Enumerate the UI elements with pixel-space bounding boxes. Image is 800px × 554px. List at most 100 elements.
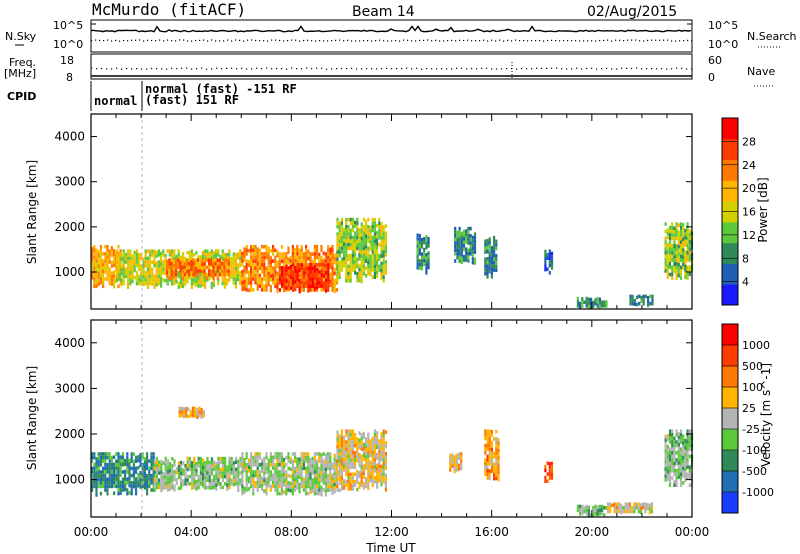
velocity-echo-cell: [254, 470, 257, 474]
power-echo-cell: [686, 222, 689, 226]
velocity-echo-cell: [106, 452, 109, 456]
velocity-echo-cell: [183, 414, 186, 419]
velocity-echo-cell: [177, 468, 180, 473]
power-echo-cell: [486, 271, 489, 275]
power-echo-cell: [104, 262, 107, 267]
power-echo-cell: [252, 255, 255, 260]
power-echo-cell: [309, 252, 312, 256]
velocity-echo-cell: [148, 480, 151, 485]
velocity-echo-cell: [378, 471, 381, 476]
power-echo-cell: [194, 263, 197, 267]
velocity-echo-cell: [365, 477, 368, 481]
power-echo-cell: [122, 278, 125, 282]
velocity-echo-cell: [596, 508, 599, 513]
velocity-echo-cell: [210, 486, 213, 490]
velocity-echo-cell: [117, 473, 120, 478]
velocity-echo-cell: [230, 460, 233, 464]
velocity-echo-cell: [124, 458, 127, 463]
velocity-echo-cell: [146, 488, 149, 492]
nave-trace-dot: [221, 68, 223, 70]
power-echo-cell: [232, 255, 235, 260]
power-echo-cell: [664, 258, 667, 262]
power-echo-cell: [276, 289, 279, 294]
power-echo-cell: [358, 231, 361, 236]
power-echo-cell: [133, 254, 136, 258]
power-echo-cell: [425, 253, 428, 257]
velocity-echo-cell: [329, 488, 332, 492]
velocity-echo-cell: [126, 470, 129, 474]
power-echo-cell: [217, 249, 220, 253]
velocity-echo-cell: [97, 477, 100, 481]
power-echo-cell: [119, 274, 122, 278]
power-echo-cell: [682, 259, 685, 263]
velocity-echo-cell: [686, 433, 689, 437]
velocity-echo-cell: [97, 452, 100, 456]
velocity-echo-cell: [486, 436, 489, 441]
nave-trace-dot: [346, 68, 348, 70]
velocity-echo-cell: [380, 432, 383, 436]
velocity-echo-cell: [345, 472, 348, 477]
nave-trace-dot: [361, 68, 363, 70]
velocity-echo-cell: [221, 464, 224, 468]
velocity-echo-cell: [307, 491, 310, 496]
velocity-echo-cell: [298, 489, 301, 494]
velocity-echo-cell: [204, 464, 207, 469]
power-echo-cell: [679, 272, 683, 277]
velocity-echo-cell: [254, 481, 257, 485]
power-echo-cell: [254, 277, 257, 281]
velocity-echo-cell: [376, 477, 379, 482]
power-colorbar-tick-label: 16: [742, 206, 756, 219]
power-echo-cell: [294, 276, 297, 281]
power-echo-cell: [135, 249, 138, 253]
velocity-echo-cell: [164, 467, 167, 472]
power-echo-cell: [320, 244, 323, 249]
nsearch-trace-dot: [591, 40, 593, 42]
velocity-echo-cell: [335, 481, 338, 485]
power-echo-cell: [93, 262, 96, 267]
power-echo-cell: [362, 228, 365, 233]
power-echo-cell: [360, 243, 363, 248]
velocity-echo-cell: [639, 506, 643, 511]
nave-trace-dot: [181, 67, 183, 69]
power-echo-cell: [216, 258, 219, 262]
velocity-echo-cell: [194, 410, 197, 414]
velocity-echo-cell: [677, 475, 680, 479]
velocity-echo-cell: [160, 463, 163, 467]
velocity-colorbar-segment: [722, 471, 738, 493]
velocity-echo-cell: [347, 433, 350, 437]
nave-trace-dot: [331, 68, 333, 70]
power-echo-cell: [358, 235, 361, 239]
power-echo-cell: [190, 249, 193, 253]
velocity-echo-cell: [285, 473, 288, 478]
nave-trace-dot: [666, 68, 668, 70]
freq-label-line1: Freq.: [9, 56, 36, 69]
power-echo-cell: [335, 280, 338, 285]
velocity-echo-cell: [117, 459, 120, 463]
power-echo-cell: [354, 245, 357, 250]
velocity-echo-cell: [367, 454, 370, 458]
power-echo-cell: [686, 247, 689, 252]
power-echo-cell: [214, 262, 217, 266]
velocity-echo-cell: [135, 459, 138, 463]
velocity-echo-cell: [169, 472, 172, 477]
power-echo-cell: [294, 287, 297, 292]
velocity-echo-cell: [291, 488, 294, 492]
power-echo-cell: [216, 276, 219, 280]
power-echo-cell: [181, 272, 184, 277]
power-echo-cell: [207, 262, 211, 266]
power-echo-cell: [460, 246, 463, 250]
velocity-echo-cell: [376, 438, 379, 442]
velocity-echo-cell: [453, 458, 456, 463]
velocity-echo-cell: [294, 452, 297, 456]
velocity-echo-cell: [455, 453, 458, 458]
power-echo-cell: [345, 243, 348, 247]
power-echo-cell: [427, 265, 430, 270]
power-echo-cell: [664, 261, 667, 266]
velocity-echo-cell: [620, 510, 623, 515]
power-echo-cell: [166, 266, 169, 271]
velocity-echo-cell: [169, 465, 172, 470]
velocity-echo-cell: [642, 502, 645, 506]
power-echo-cell: [460, 260, 463, 265]
velocity-echo-cell: [550, 468, 554, 473]
velocity-echo-cell: [91, 484, 94, 489]
